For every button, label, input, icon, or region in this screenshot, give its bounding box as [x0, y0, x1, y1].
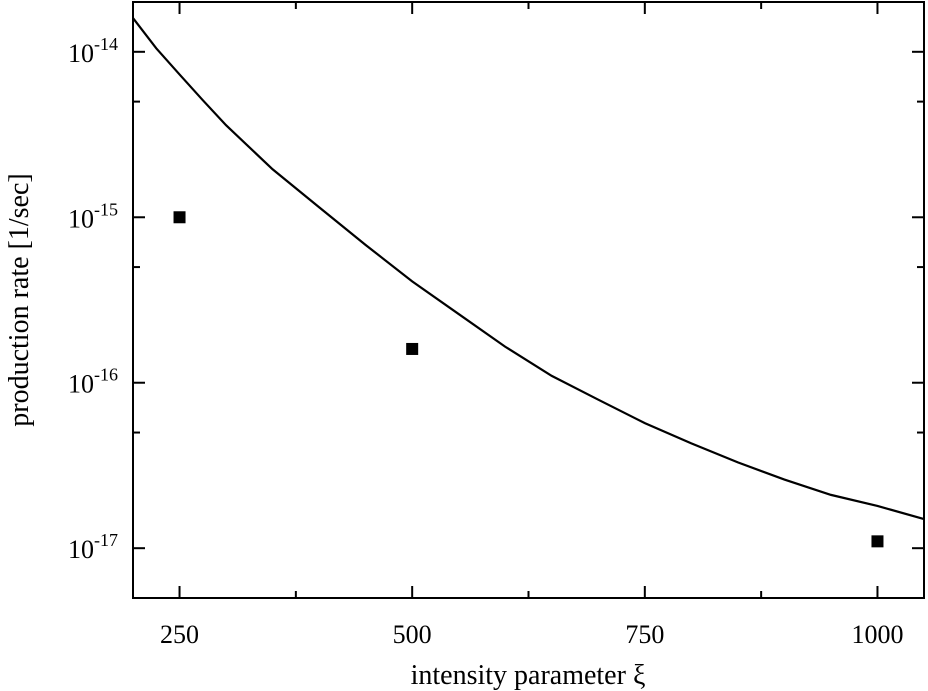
- x-axis-label: intensity parameter ξ: [411, 660, 646, 691]
- series-layer: [132, 17, 925, 548]
- data-point: [173, 211, 186, 224]
- y-axis-tick-labels: 10-14 10-15 10-16 10-17: [68, 34, 118, 564]
- y-tick-label: 10-17: [68, 530, 118, 564]
- x-tick-label: 500: [393, 620, 432, 649]
- x-tick-label: 750: [625, 620, 664, 649]
- data-point: [871, 535, 884, 548]
- theory-curve: [132, 17, 925, 521]
- y-axis-ticks: [133, 50, 924, 550]
- x-axis-ticks: [178, 2, 879, 598]
- x-axis-tick-labels: 250 500 750 1000: [160, 620, 903, 649]
- data-point: [406, 342, 419, 355]
- y-tick-label: 10-14: [68, 34, 118, 68]
- plot-frame: [132, 1, 925, 599]
- x-tick-label: 1000: [851, 620, 903, 649]
- x-tick-label: 250: [160, 620, 199, 649]
- y-tick-label: 10-15: [68, 199, 118, 233]
- y-axis-label: production rate [1/sec]: [4, 173, 35, 426]
- y-tick-label: 10-16: [68, 365, 118, 399]
